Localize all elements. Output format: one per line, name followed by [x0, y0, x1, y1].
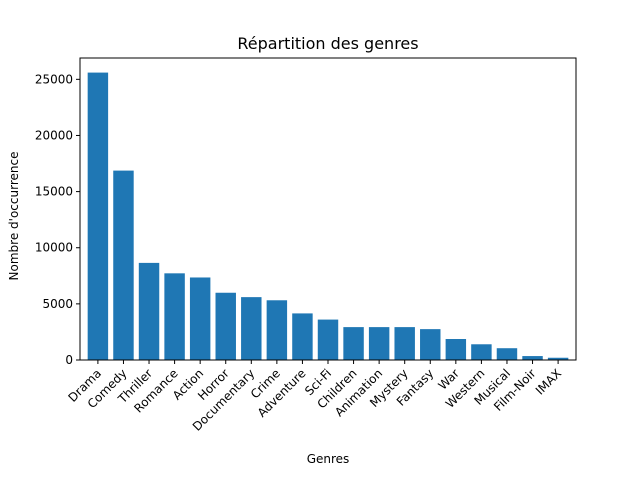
y-axis-label: Nombre d'occurrence	[7, 152, 21, 281]
bar-documentary	[241, 297, 262, 360]
bar-musical	[496, 348, 518, 360]
x-tick-label: IMAX	[533, 366, 564, 397]
y-axis-ticks: 0 5000 10000 15000 20000 25000	[35, 72, 80, 367]
bar-mystery	[394, 327, 415, 360]
y-tick-label: 25000	[35, 72, 73, 86]
bar-fantasy	[420, 329, 441, 360]
bar-war	[445, 339, 467, 360]
y-tick-label: 0	[65, 353, 73, 367]
bar-children	[343, 327, 364, 360]
bar-adventure	[292, 313, 313, 360]
y-tick-label: 10000	[35, 241, 73, 255]
bar-imax	[547, 357, 569, 360]
bar-animation	[368, 327, 390, 360]
bar-western	[471, 344, 492, 360]
bar-action	[189, 277, 211, 360]
bar-crime	[266, 300, 288, 360]
x-axis-ticks: DramaComedyThrillerRomanceActionHorrorDo…	[65, 360, 564, 434]
x-axis-label: Genres	[307, 452, 350, 466]
y-tick-label: 20000	[35, 128, 73, 142]
bar-sci-fi	[317, 319, 339, 360]
y-tick-label: 15000	[35, 185, 73, 199]
bar-romance	[164, 273, 185, 360]
bar-thriller	[138, 262, 160, 360]
bar-film-noir	[522, 356, 543, 360]
plot-frame	[79, 57, 577, 361]
y-tick-label: 5000	[42, 297, 73, 311]
bars-group	[87, 72, 569, 360]
bar-comedy	[113, 170, 134, 360]
bar-horror	[215, 292, 236, 360]
chart-title: Répartition des genres	[237, 34, 418, 53]
bar-drama	[87, 72, 109, 360]
